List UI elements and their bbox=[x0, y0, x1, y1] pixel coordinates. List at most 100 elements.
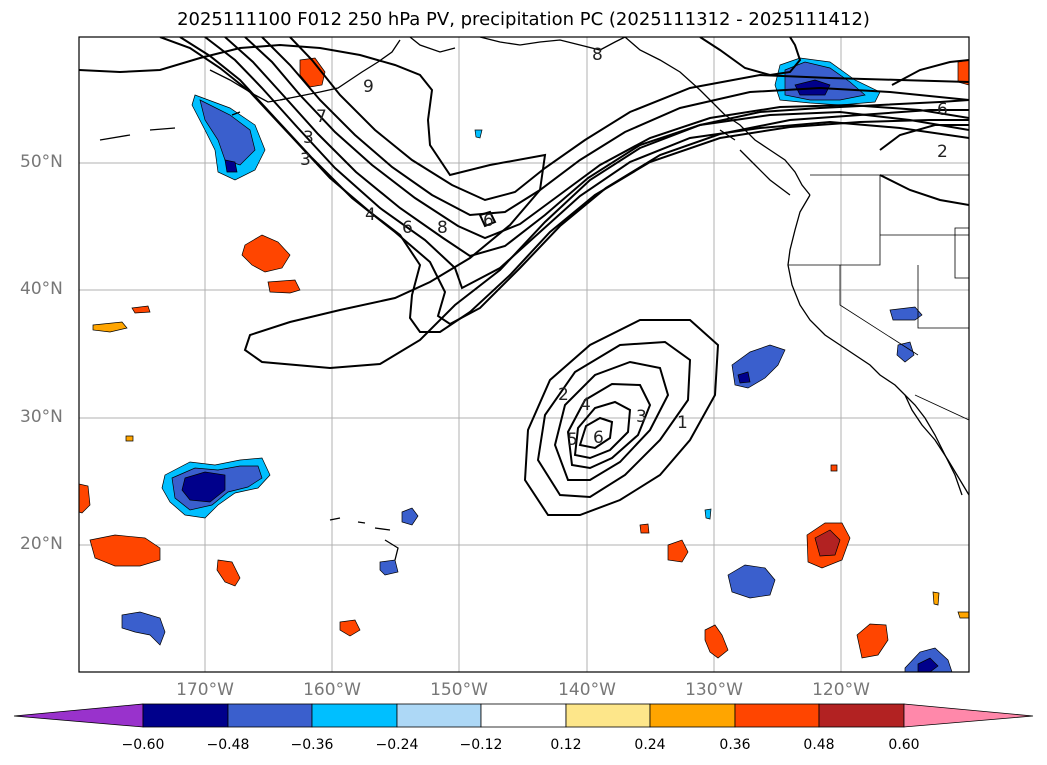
pv-contour bbox=[204, 37, 969, 290]
pv-contour bbox=[523, 319, 720, 516]
precip-blob bbox=[639, 523, 650, 534]
contour-label: 4 bbox=[580, 395, 591, 415]
lat-label: 50°N bbox=[20, 152, 63, 172]
coastline-baja bbox=[904, 394, 969, 496]
contour-label: 2 bbox=[937, 142, 948, 162]
precip-blob bbox=[830, 464, 838, 472]
lon-label: 140°W bbox=[558, 680, 616, 700]
precip-blob bbox=[92, 321, 128, 333]
colorbar-tick-label: −0.12 bbox=[459, 737, 503, 753]
border-state-4 bbox=[954, 227, 969, 279]
colorbar-cell bbox=[227, 703, 313, 728]
colorbar-cell bbox=[396, 703, 482, 728]
coastline-hawaii bbox=[329, 517, 399, 561]
colorbar-cell bbox=[311, 703, 398, 728]
colorbar-tick-label: −0.60 bbox=[121, 737, 165, 753]
precip-blob bbox=[814, 529, 841, 557]
precip-blob bbox=[216, 559, 241, 587]
pv-contour bbox=[566, 382, 652, 470]
pv-contour bbox=[536, 340, 692, 499]
pv-contour bbox=[244, 37, 969, 240]
precip-blob bbox=[889, 306, 923, 321]
lat-label: 40°N bbox=[20, 279, 63, 299]
colorbar-cell bbox=[734, 703, 820, 728]
colorbar-extend-high bbox=[903, 703, 1034, 728]
precip-blob bbox=[727, 564, 776, 599]
pv-contour bbox=[573, 400, 632, 460]
coastline-west-us bbox=[787, 194, 963, 496]
precip-blob bbox=[267, 279, 301, 294]
precip-blob bbox=[199, 99, 256, 166]
precip-blob bbox=[339, 619, 361, 637]
borders bbox=[788, 174, 969, 421]
precip-blob bbox=[704, 624, 729, 659]
lon-label: 150°W bbox=[430, 680, 488, 700]
lon-label: 130°W bbox=[685, 680, 743, 700]
colorbar-tick-label: 0.12 bbox=[550, 737, 582, 753]
pv-contour bbox=[699, 37, 802, 77]
colorbar-tick-label: 0.36 bbox=[719, 737, 751, 753]
contour-label: 3 bbox=[303, 128, 314, 148]
precip-blob bbox=[121, 611, 166, 646]
contour-label: 3 bbox=[636, 407, 647, 427]
pv-contour bbox=[891, 59, 969, 86]
colorbar-tick-label: 0.60 bbox=[888, 737, 920, 753]
colorbar-tick-label: −0.24 bbox=[375, 737, 419, 753]
pv-contours bbox=[79, 37, 969, 516]
precip-blob bbox=[917, 657, 939, 672]
precip-blob bbox=[379, 559, 399, 576]
contour-label: 6 bbox=[483, 211, 494, 231]
precip-blob bbox=[299, 57, 326, 88]
contour-label: 5 bbox=[567, 430, 578, 450]
precip-blob bbox=[704, 508, 712, 520]
precip-positive bbox=[79, 57, 969, 659]
colorbar-cell bbox=[565, 703, 651, 728]
colorbar-cell bbox=[480, 703, 567, 728]
colorbar bbox=[13, 703, 1034, 728]
precip-blob bbox=[667, 539, 689, 563]
colorbar-tick-label: −0.36 bbox=[290, 737, 334, 753]
pv-contour bbox=[879, 124, 969, 151]
precip-blob bbox=[224, 159, 238, 173]
precip-blob bbox=[932, 591, 940, 606]
precip-blob bbox=[241, 234, 291, 273]
precip-blob bbox=[737, 371, 751, 384]
colorbar-cell bbox=[818, 703, 905, 728]
precip-blob bbox=[856, 623, 889, 659]
precip-blob bbox=[125, 435, 134, 442]
pv-contour bbox=[553, 360, 670, 481]
precip-negative bbox=[121, 57, 953, 672]
precip-blob bbox=[181, 471, 226, 503]
contour-label: 7 bbox=[316, 107, 327, 127]
contour-label: 1 bbox=[677, 413, 688, 433]
border-state-3 bbox=[917, 265, 969, 329]
colorbar-tick-label: 0.48 bbox=[803, 737, 835, 753]
precip-blob bbox=[79, 483, 91, 514]
colorbar-cell bbox=[142, 703, 229, 728]
colorbar-extend-low bbox=[13, 703, 144, 728]
pv-contour bbox=[879, 174, 969, 206]
pv-contour bbox=[224, 37, 969, 258]
coastline-bc-islands bbox=[719, 129, 791, 196]
lat-label: 20°N bbox=[20, 534, 63, 554]
lon-label: 160°W bbox=[303, 680, 361, 700]
pv-contour bbox=[478, 210, 497, 228]
pv-contour bbox=[261, 37, 969, 217]
pv-contour bbox=[179, 37, 969, 326]
precip-blob bbox=[401, 507, 419, 526]
contour-label: 9 bbox=[363, 77, 374, 97]
pv-contour bbox=[578, 416, 614, 450]
coastline-islands bbox=[99, 97, 291, 141]
contour-label: 4 bbox=[365, 205, 376, 225]
pv-contour bbox=[289, 37, 969, 202]
precip-blob bbox=[131, 305, 151, 314]
contour-label: 8 bbox=[592, 45, 603, 65]
map-title: 2025111100 F012 250 hPa PV, precipitatio… bbox=[177, 9, 870, 30]
contour-label: 6 bbox=[593, 428, 604, 448]
colorbar-cell bbox=[649, 703, 736, 728]
contour-label: 3 bbox=[300, 150, 311, 170]
lon-label: 120°W bbox=[812, 680, 870, 700]
precip-blob bbox=[474, 129, 483, 139]
border-state-1 bbox=[788, 175, 881, 266]
